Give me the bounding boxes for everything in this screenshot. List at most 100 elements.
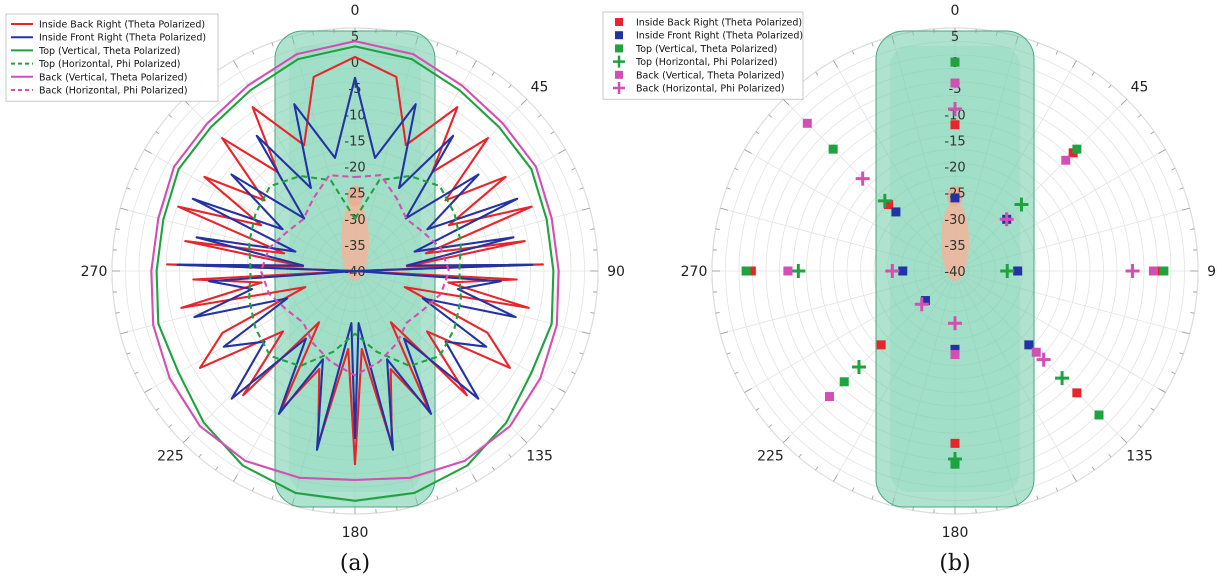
polar-outer-tick	[1171, 167, 1176, 171]
polar-outer-tick	[182, 436, 190, 444]
data-point-plus	[877, 193, 892, 208]
polar-outer-tick	[768, 114, 773, 118]
angle-label: 270	[81, 264, 108, 280]
polar-outer-tick	[134, 167, 139, 171]
polar-outer-tick	[1120, 436, 1128, 444]
data-point-plus	[885, 264, 900, 278]
polar-outer-tick	[1108, 453, 1112, 458]
radial-tick-label: -25	[344, 187, 365, 202]
polar-outer-tick	[1072, 474, 1077, 482]
polar-outer-tick	[715, 228, 720, 230]
angle-label: 90	[1207, 264, 1217, 280]
data-point-plus	[791, 264, 806, 278]
polar-outer-tick	[734, 167, 739, 171]
legend-frame	[602, 11, 804, 100]
polar-outer-tick	[744, 149, 752, 154]
angle-label: 135	[526, 449, 553, 465]
radial-tick-label: -20	[344, 161, 365, 176]
polar-outer-tick	[726, 187, 731, 190]
polar-outer-tick	[251, 50, 255, 55]
polar-outer-tick	[1158, 149, 1166, 154]
series-1	[166, 55, 544, 466]
radial-tick-label: -20	[944, 161, 965, 176]
polar-outer-tick	[120, 207, 129, 211]
polar-outer-tick	[726, 352, 731, 355]
radial-tick-label: -30	[944, 213, 965, 228]
occupant-figure	[941, 201, 969, 281]
angle-label: 135	[1126, 449, 1153, 465]
data-point-square	[1031, 347, 1041, 357]
panel-caption: (b)	[939, 551, 970, 576]
radial-tick-label: 5	[951, 30, 959, 45]
polar-outer-tick	[815, 466, 819, 471]
polar-outer-tick	[590, 312, 595, 314]
polar-outer-tick	[271, 42, 274, 47]
polar-outer-tick	[715, 312, 720, 314]
polar-outer-tick	[720, 331, 729, 335]
data-point-square	[1072, 388, 1082, 398]
legend-label: Top (Vertical, Theta Polarized)	[635, 44, 777, 55]
polar-outer-tick	[782, 436, 790, 444]
data-point-plus	[914, 297, 929, 312]
polar-outer-tick	[144, 388, 152, 393]
legend-label: Back (Horizontal, Phi Polarized)	[39, 86, 188, 97]
polar-outer-tick	[198, 453, 202, 458]
legend-label: Inside Back Right (Theta Polarized)	[636, 18, 802, 29]
data-point-square	[1072, 144, 1082, 154]
data-point-plus	[851, 360, 866, 375]
legend-label: Inside Front Right (Theta Polarized)	[636, 31, 803, 42]
radial-tick-label: -35	[344, 239, 365, 254]
data-point-square	[1024, 340, 1034, 350]
polar-outer-tick	[1055, 50, 1059, 55]
data-point-plus	[1125, 264, 1140, 278]
polar-outer-tick	[851, 50, 855, 55]
polar-outer-tick	[472, 474, 477, 482]
angle-label: 180	[942, 525, 969, 541]
data-point-square	[746, 266, 756, 276]
angle-label: 225	[157, 449, 184, 465]
polar-outer-tick	[455, 487, 459, 492]
polar-outer-tick	[436, 495, 439, 500]
polar-outer-tick	[833, 474, 838, 482]
radial-tick-label: -35	[944, 239, 965, 254]
series-line	[150, 40, 560, 481]
legend-swatch	[615, 31, 623, 40]
data-point-plus	[1000, 264, 1015, 278]
polar-outer-tick	[144, 149, 152, 154]
polar-outer-tick	[851, 487, 855, 492]
radial-tick-label: 0	[351, 56, 359, 71]
radial-tick-label: -30	[344, 213, 365, 228]
legend-swatch	[615, 18, 623, 26]
polar-outer-tick	[1181, 331, 1190, 335]
data-point-plus	[948, 316, 962, 331]
legend-label: Back (Horizontal, Phi Polarized)	[636, 84, 785, 95]
polar-outer-tick	[155, 131, 160, 135]
data-point-square	[783, 266, 793, 276]
angle-label: 45	[531, 79, 549, 95]
data-point-plus	[999, 212, 1014, 227]
legend-swatch	[613, 55, 625, 68]
polar-outer-tick	[120, 331, 129, 335]
angle-label: 90	[607, 264, 625, 280]
series-5	[783, 78, 1158, 402]
polar-outer-tick	[755, 407, 760, 411]
polar-outer-tick	[1072, 60, 1077, 68]
angle-label: 225	[757, 449, 784, 465]
occupant-figure	[341, 201, 369, 281]
data-point-square	[1154, 266, 1164, 276]
series-2	[176, 76, 534, 451]
polar-outer-tick	[1171, 371, 1176, 375]
data-point-square	[1013, 266, 1023, 276]
data-point-plus	[1055, 371, 1070, 386]
polar-outer-tick	[1091, 71, 1095, 76]
data-point-square	[741, 266, 751, 276]
data-point-square	[950, 78, 960, 88]
data-point-plus	[948, 452, 962, 466]
polar-outer-tick	[537, 424, 542, 428]
polar-outer-tick	[537, 114, 542, 118]
radial-tick-label: -15	[344, 134, 365, 149]
polar-outer-tick	[1137, 114, 1142, 118]
legend-label: Top (Vertical, Theta Polarized)	[38, 46, 180, 57]
polar-outer-tick	[126, 352, 131, 355]
polar-outer-tick	[744, 388, 752, 393]
